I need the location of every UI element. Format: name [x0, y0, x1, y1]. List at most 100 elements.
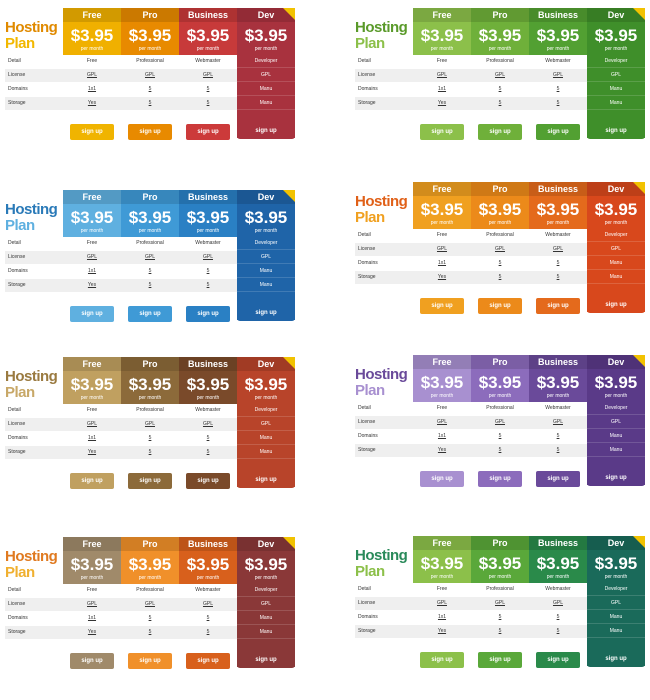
signup-button[interactable]: sign up: [186, 124, 230, 140]
cell-value[interactable]: GPL: [494, 246, 505, 252]
cell-value[interactable]: 5: [148, 268, 152, 274]
cell-value[interactable]: 5: [148, 449, 152, 455]
dev-signup-button[interactable]: sign up: [237, 124, 295, 138]
cell-value[interactable]: 5: [556, 274, 560, 280]
cell-value[interactable]: 1x1: [87, 615, 97, 621]
dev-signup-button[interactable]: sign up: [587, 298, 645, 312]
cell-value[interactable]: 1x1: [437, 614, 447, 620]
cell-value[interactable]: Yes: [87, 449, 97, 455]
cell-value[interactable]: 5: [556, 100, 560, 106]
signup-button[interactable]: sign up: [536, 124, 580, 140]
cell-value[interactable]: 5: [148, 435, 152, 441]
cell-value[interactable]: 5: [498, 100, 502, 106]
dev-cell-value[interactable]: Manu: [587, 271, 645, 284]
signup-button[interactable]: sign up: [186, 653, 230, 669]
dev-cell-value[interactable]: GPL: [237, 598, 295, 611]
cell-value[interactable]: 5: [148, 86, 152, 92]
signup-button[interactable]: sign up: [420, 124, 464, 140]
cell-value[interactable]: 5: [498, 628, 502, 634]
cell-value[interactable]: 5: [206, 100, 210, 106]
dev-cell-value[interactable]: Manu: [587, 257, 645, 270]
cell-value[interactable]: Yes: [437, 274, 447, 280]
signup-button[interactable]: sign up: [128, 473, 172, 489]
cell-value[interactable]: GPL: [494, 419, 505, 425]
cell-value[interactable]: 5: [556, 447, 560, 453]
dev-cell-value[interactable]: Manu: [237, 612, 295, 625]
signup-button[interactable]: sign up: [536, 471, 580, 487]
dev-signup-button[interactable]: sign up: [587, 652, 645, 666]
dev-signup-button[interactable]: sign up: [237, 306, 295, 320]
cell-value[interactable]: Yes: [87, 100, 97, 106]
signup-button[interactable]: sign up: [70, 306, 114, 322]
cell-value[interactable]: GPL: [494, 72, 505, 78]
dev-cell-value[interactable]: Manu: [587, 625, 645, 638]
cell-value[interactable]: 5: [556, 260, 560, 266]
cell-value[interactable]: GPL: [202, 72, 213, 78]
dev-cell-value[interactable]: Manu: [587, 430, 645, 443]
cell-value[interactable]: 5: [498, 614, 502, 620]
cell-value[interactable]: 5: [206, 435, 210, 441]
signup-button[interactable]: sign up: [70, 124, 114, 140]
cell-value[interactable]: Yes: [437, 447, 447, 453]
cell-value[interactable]: 5: [148, 282, 152, 288]
cell-value[interactable]: 5: [556, 433, 560, 439]
cell-value[interactable]: GPL: [144, 72, 155, 78]
signup-button[interactable]: sign up: [478, 124, 522, 140]
cell-value[interactable]: GPL: [202, 254, 213, 260]
dev-cell-value[interactable]: Manu: [237, 97, 295, 110]
dev-cell-value[interactable]: Manu: [237, 265, 295, 278]
cell-value[interactable]: GPL: [86, 72, 97, 78]
dev-cell-value[interactable]: GPL: [237, 251, 295, 264]
dev-cell-value[interactable]: Manu: [237, 279, 295, 292]
cell-value[interactable]: GPL: [202, 601, 213, 607]
cell-value[interactable]: GPL: [552, 246, 563, 252]
dev-cell-value[interactable]: GPL: [587, 416, 645, 429]
dev-cell-value[interactable]: Manu: [237, 432, 295, 445]
cell-value[interactable]: 5: [498, 447, 502, 453]
cell-value[interactable]: 5: [498, 260, 502, 266]
signup-button[interactable]: sign up: [420, 652, 464, 668]
cell-value[interactable]: 5: [206, 615, 210, 621]
cell-value[interactable]: GPL: [144, 601, 155, 607]
cell-value[interactable]: GPL: [552, 419, 563, 425]
dev-cell-value[interactable]: Manu: [587, 611, 645, 624]
cell-value[interactable]: 5: [556, 614, 560, 620]
cell-value[interactable]: GPL: [552, 600, 563, 606]
cell-value[interactable]: Yes: [87, 629, 97, 635]
cell-value[interactable]: GPL: [86, 254, 97, 260]
cell-value[interactable]: GPL: [436, 246, 447, 252]
cell-value[interactable]: GPL: [86, 421, 97, 427]
cell-value[interactable]: GPL: [86, 601, 97, 607]
dev-cell-value[interactable]: Manu: [587, 444, 645, 457]
signup-button[interactable]: sign up: [186, 473, 230, 489]
cell-value[interactable]: 5: [148, 615, 152, 621]
signup-button[interactable]: sign up: [536, 298, 580, 314]
cell-value[interactable]: GPL: [436, 419, 447, 425]
cell-value[interactable]: 5: [556, 628, 560, 634]
cell-value[interactable]: 1x1: [87, 435, 97, 441]
dev-signup-button[interactable]: sign up: [587, 471, 645, 485]
cell-value[interactable]: Yes: [437, 628, 447, 634]
cell-value[interactable]: 5: [206, 86, 210, 92]
cell-value[interactable]: 5: [498, 86, 502, 92]
cell-value[interactable]: 5: [148, 629, 152, 635]
cell-value[interactable]: 5: [148, 100, 152, 106]
dev-cell-value[interactable]: GPL: [587, 243, 645, 256]
signup-button[interactable]: sign up: [478, 298, 522, 314]
signup-button[interactable]: sign up: [420, 298, 464, 314]
signup-button[interactable]: sign up: [420, 471, 464, 487]
signup-button[interactable]: sign up: [478, 652, 522, 668]
cell-value[interactable]: GPL: [552, 72, 563, 78]
cell-value[interactable]: GPL: [436, 600, 447, 606]
cell-value[interactable]: 1x1: [437, 86, 447, 92]
cell-value[interactable]: 5: [206, 282, 210, 288]
dev-cell-value[interactable]: GPL: [587, 69, 645, 82]
cell-value[interactable]: 1x1: [437, 433, 447, 439]
cell-value[interactable]: Yes: [87, 282, 97, 288]
cell-value[interactable]: 1x1: [87, 86, 97, 92]
cell-value[interactable]: 5: [556, 86, 560, 92]
cell-value[interactable]: GPL: [202, 421, 213, 427]
dev-cell-value[interactable]: Manu: [587, 97, 645, 110]
signup-button[interactable]: sign up: [128, 124, 172, 140]
signup-button[interactable]: sign up: [70, 473, 114, 489]
